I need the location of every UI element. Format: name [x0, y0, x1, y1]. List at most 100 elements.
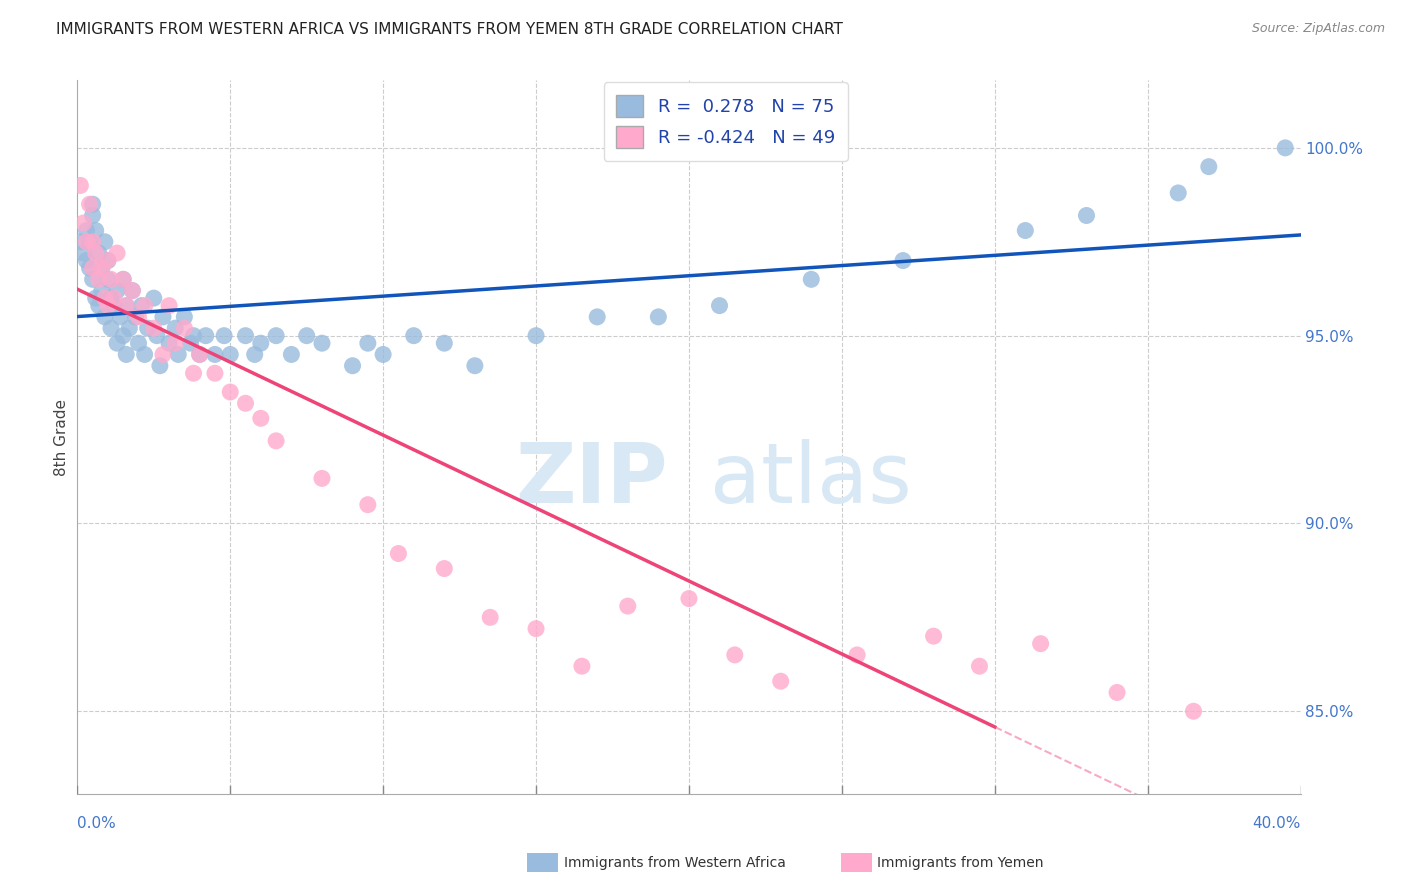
Point	[105, 336, 128, 351]
Point	[1274, 141, 1296, 155]
Point	[524, 622, 547, 636]
Point	[433, 561, 456, 575]
Point	[97, 272, 120, 286]
Point	[1014, 223, 1036, 237]
Text: 0.0%: 0.0%	[77, 816, 117, 831]
Point	[571, 659, 593, 673]
Point	[105, 284, 128, 298]
Text: Immigrants from Yemen: Immigrants from Yemen	[877, 855, 1043, 870]
Point	[724, 648, 747, 662]
Point	[1182, 704, 1205, 718]
Point	[94, 235, 117, 249]
Point	[157, 336, 180, 351]
Point	[479, 610, 502, 624]
Point	[219, 347, 242, 361]
Point	[769, 674, 792, 689]
Point	[1198, 160, 1220, 174]
Point	[464, 359, 486, 373]
Point	[922, 629, 945, 643]
Point	[891, 253, 914, 268]
Point	[371, 347, 394, 361]
Point	[1029, 637, 1052, 651]
Point	[846, 648, 869, 662]
Point	[103, 291, 125, 305]
Point	[250, 411, 273, 425]
Point	[90, 284, 112, 298]
Point	[115, 299, 138, 313]
Point	[617, 599, 640, 613]
Point	[69, 178, 91, 193]
Point	[243, 347, 266, 361]
Point	[142, 321, 165, 335]
Point	[204, 366, 226, 380]
Point	[212, 328, 235, 343]
Point	[149, 359, 172, 373]
Text: Immigrants from Western Africa: Immigrants from Western Africa	[564, 855, 786, 870]
Point	[219, 384, 242, 399]
Point	[87, 299, 110, 313]
Point	[112, 328, 135, 343]
Point	[969, 659, 991, 673]
Point	[103, 299, 125, 313]
Point	[280, 347, 302, 361]
Text: atlas: atlas	[710, 440, 912, 520]
Point	[387, 547, 409, 561]
Point	[100, 291, 122, 305]
Point	[105, 246, 128, 260]
Text: Source: ZipAtlas.com: Source: ZipAtlas.com	[1251, 22, 1385, 36]
Point	[76, 253, 98, 268]
Point	[100, 321, 122, 335]
Point	[183, 328, 205, 343]
Point	[357, 498, 380, 512]
Point	[72, 216, 94, 230]
Point	[112, 272, 135, 286]
Point	[79, 235, 101, 249]
Point	[134, 299, 156, 313]
Point	[115, 347, 138, 361]
Point	[121, 284, 143, 298]
Point	[194, 328, 217, 343]
Point	[97, 253, 120, 268]
Text: ZIP: ZIP	[515, 440, 668, 520]
Point	[165, 321, 187, 335]
Point	[311, 471, 333, 485]
Point	[402, 328, 425, 343]
Point	[586, 310, 609, 324]
Point	[82, 235, 104, 249]
Point	[90, 261, 112, 276]
Point	[157, 299, 180, 313]
Y-axis label: 8th Grade: 8th Grade	[53, 399, 69, 475]
Point	[128, 310, 150, 324]
Point	[264, 328, 287, 343]
Point	[235, 396, 257, 410]
Point	[165, 336, 187, 351]
Point	[250, 336, 273, 351]
Point	[179, 336, 201, 351]
Point	[433, 336, 456, 351]
Point	[112, 272, 135, 286]
Point	[295, 328, 318, 343]
Point	[82, 197, 104, 211]
Point	[87, 272, 110, 286]
Point	[173, 321, 195, 335]
Point	[100, 272, 122, 286]
Point	[82, 209, 104, 223]
Point	[82, 272, 104, 286]
Point	[173, 310, 195, 324]
Point	[152, 310, 174, 324]
Legend: R =  0.278   N = 75, R = -0.424   N = 49: R = 0.278 N = 75, R = -0.424 N = 49	[603, 82, 848, 161]
Point	[82, 261, 104, 276]
Point	[136, 321, 159, 335]
Point	[108, 310, 131, 324]
Point	[146, 328, 169, 343]
Point	[72, 246, 94, 260]
Text: 40.0%: 40.0%	[1253, 816, 1301, 831]
Point	[118, 321, 141, 335]
Point	[709, 299, 731, 313]
Point	[1167, 186, 1189, 200]
Point	[84, 246, 107, 260]
Point	[678, 591, 700, 606]
Point	[87, 246, 110, 260]
Point	[142, 291, 165, 305]
Point	[524, 328, 547, 343]
